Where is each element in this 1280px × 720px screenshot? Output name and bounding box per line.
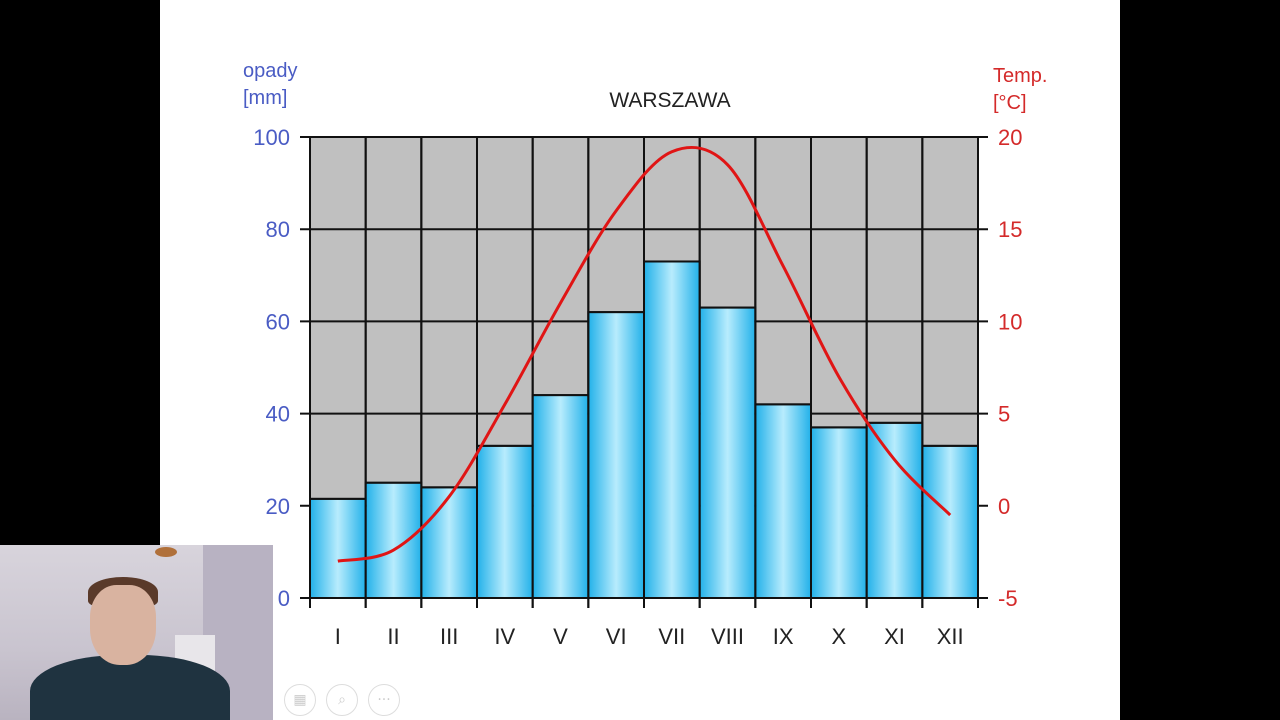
right-axis-tick: 15 xyxy=(998,217,1022,242)
right-axis-label-line1: Temp. xyxy=(993,65,1047,87)
month-label: XI xyxy=(884,624,905,649)
month-label: V xyxy=(553,624,568,649)
month-label: X xyxy=(831,624,846,649)
slides-grid-icon[interactable]: ▦ xyxy=(284,684,316,716)
month-label: II xyxy=(387,624,399,649)
more-options-icon[interactable]: ··· xyxy=(368,684,400,716)
right-axis-tick: 5 xyxy=(998,402,1010,427)
month-label: IV xyxy=(494,624,515,649)
right-axis-tick: -5 xyxy=(998,586,1018,611)
left-axis-tick: 80 xyxy=(266,217,290,242)
month-label: III xyxy=(440,624,458,649)
right-axis-tick: 10 xyxy=(998,309,1022,334)
chart-title: WARSZAWA xyxy=(609,89,730,112)
right-axis-tick: 0 xyxy=(998,494,1010,519)
month-label: VI xyxy=(606,624,627,649)
left-axis-tick: 20 xyxy=(266,494,290,519)
month-label: IX xyxy=(773,624,794,649)
left-axis-tick: 40 xyxy=(266,402,290,427)
left-axis-tick: 0 xyxy=(278,586,290,611)
presentation-slide: 0 20 40 60 80 100 -5 0 5 10 15 20 I II III IV V VI VII VIII… xyxy=(160,0,1120,720)
right-axis-tick: 20 xyxy=(998,125,1022,150)
left-axis-label-line1: opady xyxy=(243,60,298,82)
right-axis-label-line2: [°C] xyxy=(993,92,1027,114)
slideshow-controls: ▦ ⌕ ··· xyxy=(284,684,400,716)
zoom-icon[interactable]: ⌕ xyxy=(326,684,358,716)
month-label: XII xyxy=(937,624,964,649)
presenter-face xyxy=(90,585,156,665)
webcam-overlay xyxy=(0,545,273,720)
left-axis-label-line2: [mm] xyxy=(243,87,287,109)
month-label: VII xyxy=(658,624,685,649)
month-label: VIII xyxy=(711,624,744,649)
temperature-line xyxy=(337,145,952,563)
month-label: I xyxy=(335,624,341,649)
left-axis-tick: 60 xyxy=(266,309,290,334)
left-axis-tick: 100 xyxy=(253,125,290,150)
